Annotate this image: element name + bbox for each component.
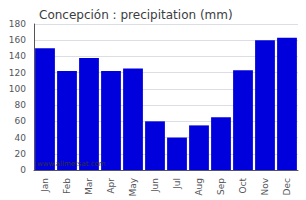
svg-text:Apr: Apr <box>106 178 116 194</box>
svg-text:Feb: Feb <box>62 178 72 194</box>
svg-text:Jul: Jul <box>172 178 182 190</box>
svg-text:Sep: Sep <box>216 178 226 195</box>
svg-text:80: 80 <box>15 100 27 110</box>
svg-text:Concepción : precipitation (mm: Concepción : precipitation (mm) <box>39 8 233 22</box>
svg-text:Oct: Oct <box>238 178 248 194</box>
svg-text:www.allmetsat.com: www.allmetsat.com <box>37 160 106 168</box>
svg-text:Aug: Aug <box>194 178 204 196</box>
svg-text:Mar: Mar <box>84 178 94 195</box>
svg-text:120: 120 <box>9 68 26 78</box>
svg-text:Nov: Nov <box>260 177 270 195</box>
svg-text:Jun: Jun <box>150 178 160 193</box>
svg-text:0: 0 <box>20 165 26 175</box>
svg-text:60: 60 <box>15 116 27 126</box>
svg-text:40: 40 <box>15 133 27 143</box>
svg-text:May: May <box>128 177 138 196</box>
svg-text:Jan: Jan <box>40 178 50 193</box>
svg-text:100: 100 <box>9 84 26 94</box>
svg-text:160: 160 <box>9 35 26 45</box>
svg-text:140: 140 <box>9 51 26 61</box>
svg-text:180: 180 <box>9 19 26 29</box>
svg-text:20: 20 <box>15 149 27 159</box>
svg-text:Dec: Dec <box>282 178 292 195</box>
